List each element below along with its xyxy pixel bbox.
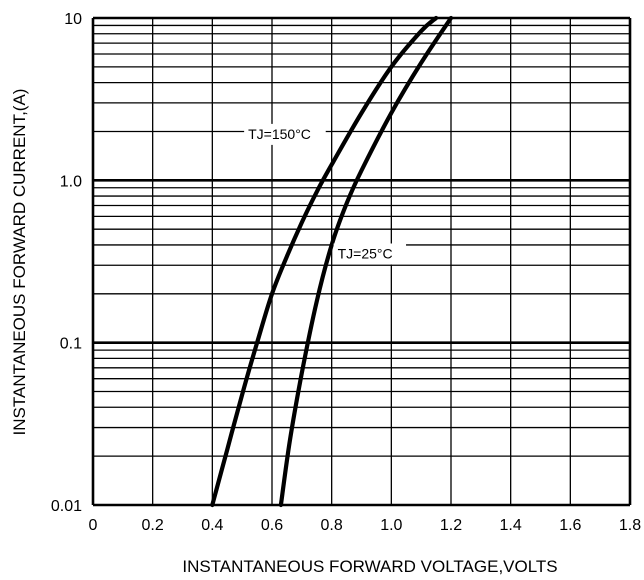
y-axis-label: INSTANTANEOUS FORWARD CURRENT,(A) (10, 89, 29, 436)
series-curves (210, 15, 454, 508)
series-annotation-label: TJ=150°C (248, 126, 311, 142)
x-tick-label: 0.2 (142, 517, 164, 534)
x-tick-label: 1.6 (559, 517, 581, 534)
x-tick-label: 0 (89, 517, 98, 534)
y-tick-label: 10 (64, 11, 82, 28)
series-line (278, 15, 454, 508)
y-tick-label: 0.01 (51, 498, 82, 515)
annotation-background (244, 123, 326, 145)
x-axis-label: INSTANTANEOUS FORWARD VOLTAGE,VOLTS (182, 557, 557, 576)
x-tick-label: 1.0 (380, 517, 402, 534)
series-annotation-label: TJ=25°C (338, 245, 393, 261)
x-tick-label: 1.4 (500, 517, 522, 534)
x-tick-label: 1.2 (440, 517, 462, 534)
x-tick-label: 0.6 (261, 517, 283, 534)
x-tick-label: 1.8 (619, 517, 641, 534)
x-tick-labels: 0 0.2 0.4 0.6 0.8 1.0 1.2 1.4 1.6 1.8 (89, 517, 642, 534)
series-line (210, 15, 439, 508)
x-tick-label: 0.8 (321, 517, 343, 534)
annotation-background (333, 243, 407, 265)
x-tick-label: 0.4 (201, 517, 223, 534)
y-tick-label: 0.1 (60, 336, 82, 353)
plot-grid (91, 16, 632, 507)
y-tick-labels: 10 1.0 0.1 0.01 (51, 11, 82, 515)
y-tick-label: 1.0 (60, 173, 82, 190)
curve-annotations: TJ=150°C TJ=25°C (244, 123, 407, 265)
